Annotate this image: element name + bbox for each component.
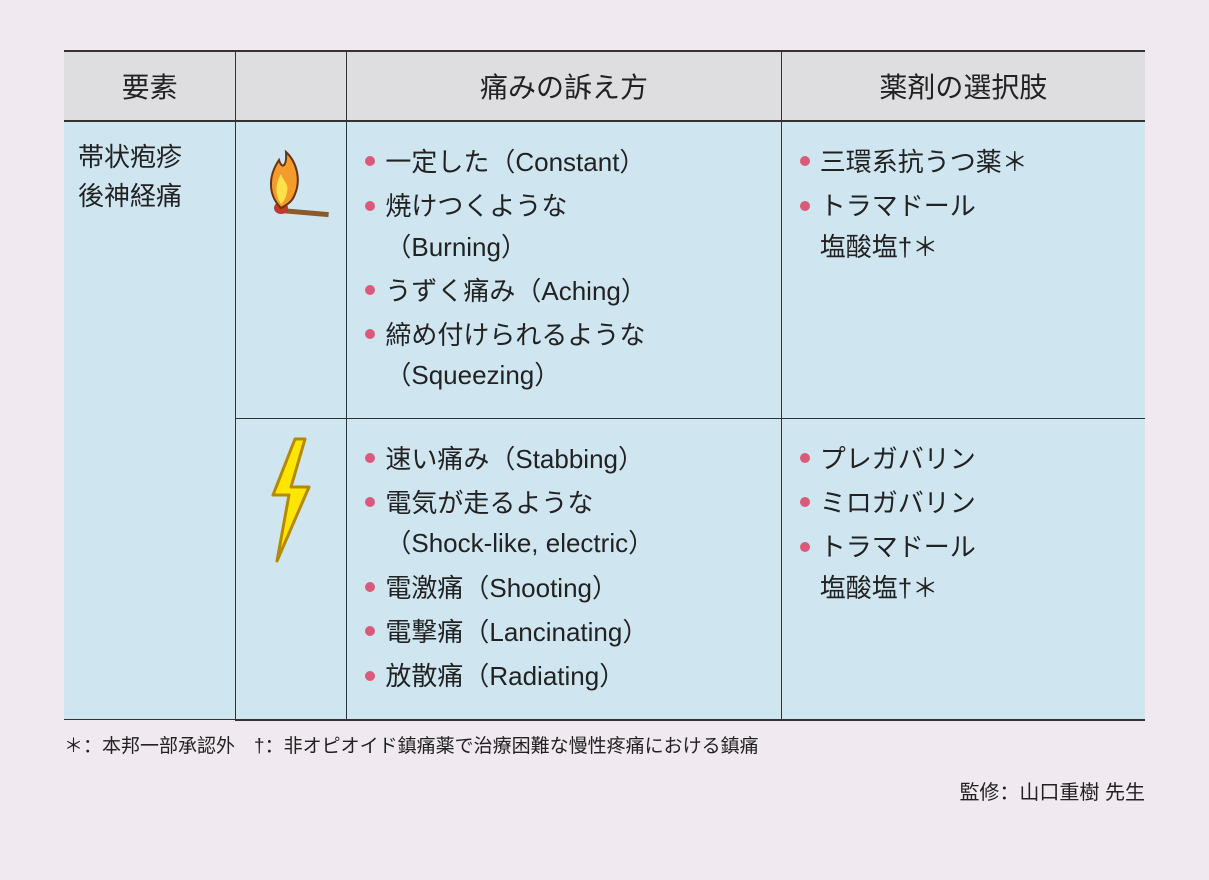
pain-cell-1: 速い痛み（Stabbing）電気が走るような（Shock-like, elect… xyxy=(347,418,781,719)
icon-cell-bolt xyxy=(236,418,347,719)
icon-cell-flame xyxy=(236,121,347,418)
list-item-subline: （Burning） xyxy=(385,227,766,267)
list-item: 電気が走るような（Shock-like, electric） xyxy=(363,483,766,564)
drugs-cell-1: プレガバリンミロガバリントラマドール塩酸塩†＊ xyxy=(781,418,1145,719)
flame-icon xyxy=(251,138,331,248)
list-item-subline: （Squeezing） xyxy=(385,355,766,395)
list-item: 放散痛（Radiating） xyxy=(363,656,766,696)
drugs-cell-0: 三環系抗うつ薬＊トラマドール塩酸塩†＊ xyxy=(781,121,1145,418)
list-item-subline: 塩酸塩†＊ xyxy=(820,568,1131,608)
list-item: うずく痛み（Aching） xyxy=(363,271,766,311)
supervisor-credit: 監修：山口重樹 先生 xyxy=(64,776,1145,805)
drugs-list-0: 三環系抗うつ薬＊トラマドール塩酸塩†＊ xyxy=(796,142,1131,267)
list-item: ミロガバリン xyxy=(798,483,1131,523)
pain-list-0: 一定した（Constant）焼けつくような（Burning）うずく痛み（Achi… xyxy=(361,142,766,396)
list-item: 電撃痛（Lancinating） xyxy=(363,612,766,652)
row-label-line1: 帯状疱疹 xyxy=(78,142,182,172)
bolt-icon xyxy=(261,435,321,565)
list-item: 三環系抗うつ薬＊ xyxy=(798,142,1131,182)
list-item: 電激痛（Shooting） xyxy=(363,568,766,608)
drugs-list-1: プレガバリンミロガバリントラマドール塩酸塩†＊ xyxy=(796,439,1131,608)
list-item: 締め付けられるような（Squeezing） xyxy=(363,315,766,396)
row-label-cell: 帯状疱疹 後神経痛 xyxy=(64,121,236,720)
header-icon-col xyxy=(236,51,347,121)
pain-cell-0: 一定した（Constant）焼けつくような（Burning）うずく痛み（Achi… xyxy=(347,121,781,418)
header-element: 要素 xyxy=(64,51,236,121)
table-header-row: 要素 痛みの訴え方 薬剤の選択肢 xyxy=(64,51,1145,121)
list-item: 一定した（Constant） xyxy=(363,142,766,182)
footnotes: ＊：本邦一部承認外 †：非オピオイド鎮痛薬で治療困難な慢性疼痛における鎮痛 xyxy=(64,731,1145,758)
list-item: トラマドール塩酸塩†＊ xyxy=(798,527,1131,608)
header-pain: 痛みの訴え方 xyxy=(347,51,781,121)
pain-list-1: 速い痛み（Stabbing）電気が走るような（Shock-like, elect… xyxy=(361,439,766,697)
list-item-subline: （Shock-like, electric） xyxy=(385,523,766,563)
page: 要素 痛みの訴え方 薬剤の選択肢 帯状疱疹 後神経痛 xyxy=(0,0,1209,835)
header-drugs: 薬剤の選択肢 xyxy=(781,51,1145,121)
main-table: 要素 痛みの訴え方 薬剤の選択肢 帯状疱疹 後神経痛 xyxy=(64,50,1145,721)
list-item: プレガバリン xyxy=(798,439,1131,479)
list-item: 速い痛み（Stabbing） xyxy=(363,439,766,479)
list-item: トラマドール塩酸塩†＊ xyxy=(798,186,1131,267)
list-item: 焼けつくような（Burning） xyxy=(363,186,766,267)
list-item-subline: 塩酸塩†＊ xyxy=(820,227,1131,267)
table-row: 帯状疱疹 後神経痛 一定した（Con xyxy=(64,121,1145,418)
row-label-line2: 後神経痛 xyxy=(78,181,182,211)
